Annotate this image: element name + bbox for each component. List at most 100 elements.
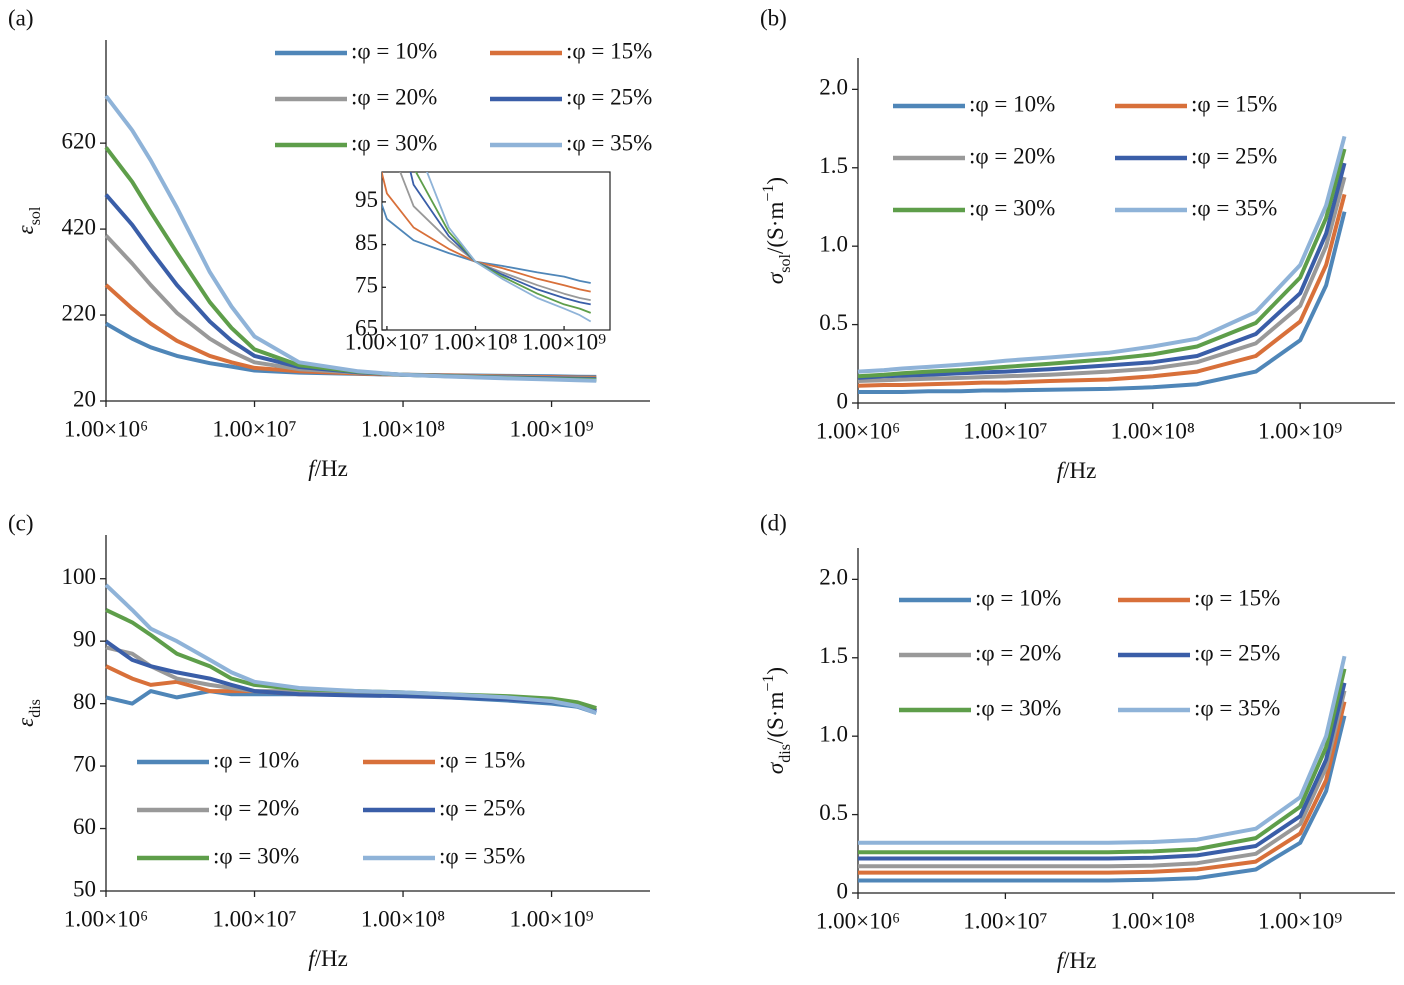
x-tick-label: 1.00×10⁸ bbox=[361, 416, 445, 441]
legend-label: :φ = 30% bbox=[351, 130, 437, 155]
legend-label: :φ = 25% bbox=[1194, 640, 1280, 665]
legend-label: :φ = 15% bbox=[1191, 91, 1277, 116]
label-part: /Hz bbox=[315, 946, 348, 971]
y-tick-label: 60 bbox=[73, 814, 96, 839]
series-line bbox=[857, 162, 1347, 380]
label-part: /Hz bbox=[315, 456, 348, 481]
series-line bbox=[414, 172, 592, 314]
series-line bbox=[858, 211, 1347, 394]
y-tick-label: 70 bbox=[73, 751, 96, 776]
x-tick-label: 1.00×10⁶ bbox=[816, 418, 900, 443]
y-tick-label: 0 bbox=[837, 388, 849, 413]
legend-label: :φ = 10% bbox=[213, 747, 299, 772]
axis-label: σsol/(S·m−1) bbox=[760, 177, 794, 284]
y-tick-label: 100 bbox=[62, 564, 97, 589]
label-part: sol bbox=[777, 253, 794, 272]
label-part: σ bbox=[763, 761, 788, 774]
x-tick-label: 1.00×10⁷ bbox=[212, 416, 296, 441]
legend-label: :φ = 15% bbox=[439, 747, 525, 772]
y-tick-label: 1.5 bbox=[819, 153, 848, 178]
inset-y-tick-label: 85 bbox=[355, 230, 378, 255]
inset-x-tick-label: 1.00×10⁹ bbox=[522, 329, 606, 354]
label-part: σ bbox=[763, 271, 788, 284]
legend-label: :φ = 10% bbox=[351, 38, 437, 63]
y-tick-label: 2.0 bbox=[819, 565, 848, 590]
inset-y-tick-label: 75 bbox=[355, 273, 378, 298]
axis-label: εsol bbox=[13, 206, 44, 234]
legend-label: :φ = 35% bbox=[566, 130, 652, 155]
inset-lines bbox=[382, 172, 592, 323]
y-tick-label: 1.5 bbox=[819, 643, 848, 668]
y-tick-label: 50 bbox=[73, 876, 96, 901]
x-tick-label: 1.00×10⁷ bbox=[963, 418, 1047, 443]
series-line bbox=[857, 148, 1347, 379]
series-line bbox=[858, 715, 1347, 883]
y-tick-label: 0.5 bbox=[819, 800, 848, 825]
label-part: /Hz bbox=[1063, 948, 1096, 973]
label-part: /Hz bbox=[1063, 458, 1096, 483]
label-part: f bbox=[1057, 948, 1067, 973]
series-line bbox=[858, 701, 1347, 875]
legend-label: :φ = 15% bbox=[1194, 585, 1280, 610]
legend-label: :φ = 35% bbox=[1191, 195, 1277, 220]
series-line bbox=[858, 668, 1347, 855]
label-part: ) bbox=[763, 177, 788, 185]
series-line bbox=[858, 690, 1347, 869]
x-tick-label: 1.00×10⁹ bbox=[1258, 908, 1342, 933]
panel-label: (a) bbox=[8, 5, 34, 30]
legend-label: :φ = 20% bbox=[351, 84, 437, 109]
label-part: dis bbox=[777, 744, 794, 763]
label-part: dis bbox=[27, 699, 44, 718]
axis-label: σdis/(S·m−1) bbox=[760, 667, 794, 774]
legend-label: :φ = 35% bbox=[1194, 695, 1280, 720]
y-tick-label: 20 bbox=[73, 386, 96, 411]
legend-label: :φ = 10% bbox=[969, 91, 1055, 116]
label-part: sol bbox=[27, 206, 44, 225]
series-line bbox=[104, 94, 597, 383]
y-tick-label: 1.0 bbox=[819, 231, 848, 256]
series-line bbox=[858, 682, 1347, 861]
axis-label: f/Hz bbox=[308, 946, 348, 971]
legend-label: :φ = 20% bbox=[975, 640, 1061, 665]
series-line bbox=[409, 172, 591, 306]
label-part: f bbox=[308, 946, 318, 971]
x-tick-label: 1.00×10⁶ bbox=[64, 906, 148, 931]
axis-label: f/Hz bbox=[308, 456, 348, 481]
inset-frame bbox=[381, 171, 611, 331]
series-line bbox=[857, 135, 1347, 374]
y-tick-label: 220 bbox=[62, 300, 97, 325]
series-line bbox=[857, 176, 1347, 383]
legend-label: :φ = 25% bbox=[566, 84, 652, 109]
label-part: f bbox=[1057, 458, 1067, 483]
legend-label: :φ = 25% bbox=[439, 795, 525, 820]
legend-label: :φ = 20% bbox=[213, 795, 299, 820]
x-tick-label: 1.00×10⁸ bbox=[1111, 418, 1195, 443]
x-tick-label: 1.00×10⁹ bbox=[509, 416, 593, 441]
label-part: −1 bbox=[760, 675, 777, 692]
label-part: −1 bbox=[760, 185, 777, 202]
panel-label: (c) bbox=[8, 510, 34, 535]
axis-label: f/Hz bbox=[1057, 458, 1097, 483]
panel-label: (b) bbox=[760, 5, 787, 30]
axis-label: εdis bbox=[13, 699, 44, 727]
inset-y-tick-label: 65 bbox=[355, 315, 378, 340]
y-tick-label: 1.0 bbox=[819, 721, 848, 746]
series-line bbox=[399, 172, 591, 301]
x-tick-label: 1.00×10⁷ bbox=[212, 906, 296, 931]
label-part: /(S·m bbox=[763, 202, 788, 255]
label-part: /(S·m bbox=[763, 692, 788, 745]
panel-label: (d) bbox=[760, 510, 787, 535]
series-line bbox=[104, 583, 597, 715]
x-tick-label: 1.00×10⁹ bbox=[1258, 418, 1342, 443]
y-tick-label: 620 bbox=[62, 128, 97, 153]
series-line bbox=[382, 172, 591, 293]
legend-label: :φ = 35% bbox=[439, 843, 525, 868]
x-tick-label: 1.00×10⁸ bbox=[1111, 908, 1195, 933]
y-tick-label: 90 bbox=[73, 626, 96, 651]
x-tick-label: 1.00×10⁹ bbox=[509, 906, 593, 931]
x-tick-label: 1.00×10⁸ bbox=[361, 906, 445, 931]
legend-label: :φ = 30% bbox=[969, 195, 1055, 220]
series-line bbox=[382, 202, 591, 284]
label-part: f bbox=[308, 456, 318, 481]
